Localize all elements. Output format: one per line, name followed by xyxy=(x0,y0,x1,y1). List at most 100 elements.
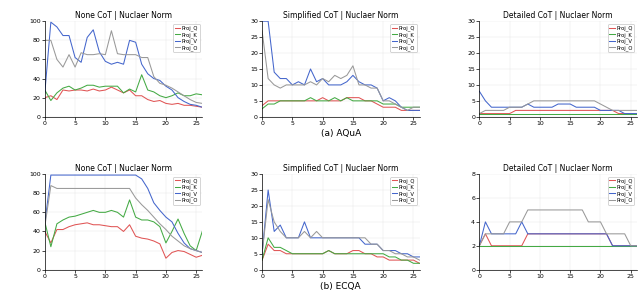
Proj_Q xyxy=(500,112,508,115)
Proj_O xyxy=(294,236,302,240)
Proj_Q xyxy=(95,89,103,93)
Proj_K xyxy=(258,258,266,262)
Proj_K xyxy=(102,211,109,214)
Proj_Q xyxy=(53,228,61,231)
Proj_K xyxy=(566,244,574,248)
Proj_O xyxy=(258,252,266,255)
Proj_O xyxy=(493,108,501,112)
Proj_V xyxy=(65,34,73,37)
Proj_Q xyxy=(524,108,532,112)
Proj_O xyxy=(307,80,314,84)
Proj_K xyxy=(90,208,97,212)
Proj_K xyxy=(59,86,67,90)
Proj_K xyxy=(186,94,194,98)
Proj_O xyxy=(313,83,321,87)
Proj_O xyxy=(355,83,363,87)
Proj_Q xyxy=(301,252,308,255)
Proj_K xyxy=(591,112,598,115)
Proj_O xyxy=(307,236,314,240)
Proj_Q xyxy=(90,87,97,91)
Proj_O xyxy=(416,258,424,262)
Proj_Q xyxy=(114,88,122,92)
Proj_V xyxy=(83,36,91,39)
Proj_K xyxy=(120,215,127,219)
Proj_V xyxy=(355,236,363,240)
Proj_V xyxy=(397,252,405,255)
Proj_O xyxy=(47,38,54,42)
Proj_K xyxy=(560,112,568,115)
Proj_O xyxy=(102,187,109,190)
Proj_K xyxy=(542,244,550,248)
Proj_O xyxy=(319,236,326,240)
Line: Proj_K: Proj_K xyxy=(45,200,202,251)
Proj_O xyxy=(566,99,574,103)
Proj_V xyxy=(542,232,550,236)
Proj_V xyxy=(392,99,399,103)
Proj_O xyxy=(180,244,188,248)
Proj_Q xyxy=(294,99,302,103)
Proj_O xyxy=(331,74,339,77)
Proj_V xyxy=(530,232,538,236)
Proj_O xyxy=(150,75,157,78)
Proj_K xyxy=(282,249,290,252)
Proj_K xyxy=(603,112,611,115)
Proj_K xyxy=(282,99,290,103)
Proj_Q xyxy=(193,255,200,259)
Proj_O xyxy=(325,80,333,84)
Proj_O xyxy=(373,242,381,246)
Proj_Q xyxy=(313,99,321,103)
Proj_V xyxy=(276,77,284,80)
Proj_V xyxy=(627,244,635,248)
Proj_O xyxy=(621,232,628,236)
Proj_O xyxy=(180,94,188,98)
Proj_Q xyxy=(125,88,133,92)
Proj_Q xyxy=(355,96,363,99)
Proj_Q xyxy=(596,232,604,236)
Proj_Q xyxy=(132,235,140,238)
Proj_V xyxy=(65,173,73,177)
Proj_K xyxy=(380,252,387,255)
Proj_V xyxy=(591,105,598,109)
Proj_K xyxy=(108,208,115,212)
Proj_K xyxy=(609,244,616,248)
Proj_O xyxy=(120,187,127,190)
Proj_Q xyxy=(258,258,266,262)
Proj_O xyxy=(481,108,489,112)
Proj_V xyxy=(404,252,412,255)
Proj_Q xyxy=(276,249,284,252)
Proj_K xyxy=(404,105,412,109)
Legend: Proj_Q, Proj_K, Proj_V, Proj_O: Proj_Q, Proj_K, Proj_V, Proj_O xyxy=(173,177,200,205)
Proj_Q xyxy=(530,232,538,236)
Proj_Q xyxy=(270,249,278,252)
Proj_O xyxy=(144,56,152,59)
Proj_V xyxy=(120,62,127,66)
Proj_Q xyxy=(156,99,164,102)
Proj_V xyxy=(301,83,308,87)
Proj_O xyxy=(313,230,321,233)
Proj_O xyxy=(603,105,611,109)
Proj_Q xyxy=(548,108,556,112)
Proj_K xyxy=(397,105,405,109)
Proj_O xyxy=(355,236,363,240)
Proj_K xyxy=(65,84,73,88)
Proj_Q xyxy=(331,99,339,103)
Proj_V xyxy=(512,232,520,236)
Proj_V xyxy=(114,61,122,64)
Proj_K xyxy=(591,244,598,248)
Proj_V xyxy=(572,232,580,236)
Proj_V xyxy=(404,108,412,112)
Proj_O xyxy=(361,236,369,240)
Proj_Q xyxy=(392,105,399,109)
Title: Detailed CoT | Nuclaer Norm: Detailed CoT | Nuclaer Norm xyxy=(503,12,613,20)
Proj_V xyxy=(83,173,91,177)
Proj_O xyxy=(392,252,399,255)
Proj_V xyxy=(476,89,483,93)
Proj_K xyxy=(289,99,296,103)
Proj_Q xyxy=(506,112,513,115)
Proj_Q xyxy=(584,108,592,112)
Proj_K xyxy=(579,112,586,115)
Proj_Q xyxy=(380,105,387,109)
Proj_V xyxy=(77,61,85,64)
Proj_V xyxy=(282,77,290,80)
Proj_Q xyxy=(481,112,489,115)
